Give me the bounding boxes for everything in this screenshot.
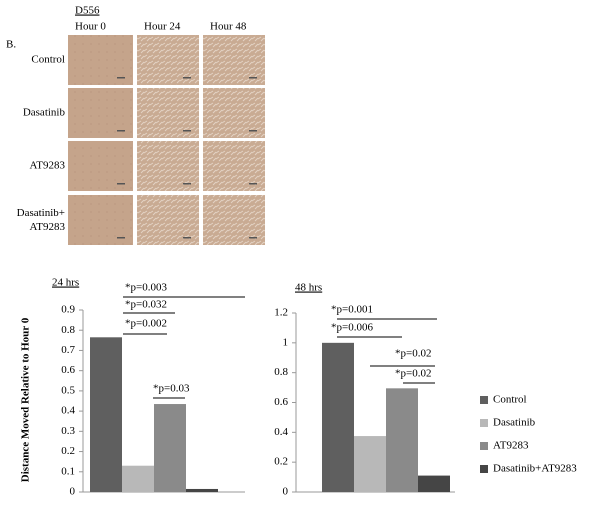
annotation: *p=0.002 [125, 318, 167, 330]
bar [154, 404, 186, 492]
legend-label: Dasatinib [493, 417, 536, 429]
column-header: Hour 0 [75, 21, 106, 33]
annotation: *p=0.003 [125, 282, 167, 294]
row-label-line: Dasatinib+ [17, 207, 65, 219]
panel-label: B. [6, 39, 16, 51]
bar [186, 488, 218, 492]
row-label: Dasatinib+ AT9283 [17, 207, 66, 233]
scale-bar [183, 130, 191, 132]
scale-bar [249, 77, 257, 79]
scale-bar [183, 237, 191, 239]
legend-label: Control [493, 394, 527, 406]
y-tick-label: 0.4 [274, 426, 288, 438]
y-tick-label: 0.4 [61, 405, 75, 417]
bar [322, 342, 354, 492]
micrograph [137, 141, 199, 191]
bar [90, 337, 122, 492]
y-tick-label: 1 [283, 336, 289, 348]
scale-bar [117, 183, 125, 185]
scale-bar [117, 237, 125, 239]
micrograph [68, 35, 133, 85]
chart-title: 24 hrs [52, 277, 79, 289]
y-tick-label: 0 [70, 486, 76, 498]
y-tick-label: 0.2 [61, 445, 75, 457]
micrograph [68, 88, 133, 138]
bar [122, 465, 154, 492]
y-tick-label: 0.6 [61, 364, 75, 376]
legend-label: AT9283 [493, 440, 529, 452]
legend-swatch [480, 419, 488, 427]
bar [386, 388, 418, 492]
scale-bar [183, 77, 191, 79]
y-tick-label: 0.7 [61, 344, 75, 356]
micrograph [203, 195, 265, 245]
chart-title: 48 hrs [295, 282, 322, 294]
scale-bar [117, 77, 125, 79]
y-tick-label: 0.1 [61, 465, 75, 477]
annotation: *p=0.02 [395, 368, 431, 380]
y-axis-label: Distance Moved Relative to Hour 0 [20, 317, 32, 482]
legend-swatch [480, 396, 488, 404]
row-label: Dasatinib [23, 107, 66, 119]
y-tick-label: 0 [283, 486, 289, 498]
y-tick-label: 1.2 [274, 307, 288, 319]
y-tick-label: 0.8 [61, 324, 75, 336]
bar [354, 436, 386, 492]
micrograph [203, 35, 265, 85]
micrograph [203, 88, 265, 138]
annotation: *p=0.001 [331, 304, 373, 316]
y-tick-label: 0.9 [61, 304, 75, 316]
y-tick-label: 0.8 [274, 366, 288, 378]
annotation: *p=0.032 [125, 299, 167, 311]
row-label: AT9283 [30, 160, 66, 172]
micrograph [68, 141, 133, 191]
legend-swatch [480, 465, 488, 473]
micrograph [137, 35, 199, 85]
scale-bar [249, 237, 257, 239]
annotation: *p=0.02 [395, 348, 431, 360]
micrograph [137, 88, 199, 138]
column-header: Hour 24 [144, 21, 181, 33]
annotation: *p=0.03 [153, 383, 190, 395]
legend-label: Dasatinib+AT9283 [493, 463, 577, 475]
row-label-line: AT9283 [30, 221, 66, 233]
cell-line: D556 [75, 5, 100, 17]
micrograph [68, 195, 133, 245]
y-tick-label: 0.2 [274, 456, 288, 468]
row-label: Control [31, 54, 65, 66]
scale-bar [249, 130, 257, 132]
legend-swatch [480, 442, 488, 450]
scale-bar [183, 183, 191, 185]
y-tick-label: 0.5 [61, 384, 75, 396]
bar [418, 475, 450, 492]
column-header: Hour 48 [210, 21, 247, 33]
micrograph [203, 141, 265, 191]
annotation: *p=0.006 [331, 322, 373, 334]
y-tick-label: 0.3 [61, 425, 75, 437]
scale-bar [249, 183, 257, 185]
micrograph [137, 195, 199, 245]
scale-bar [117, 130, 125, 132]
y-tick-label: 0.6 [274, 396, 288, 408]
